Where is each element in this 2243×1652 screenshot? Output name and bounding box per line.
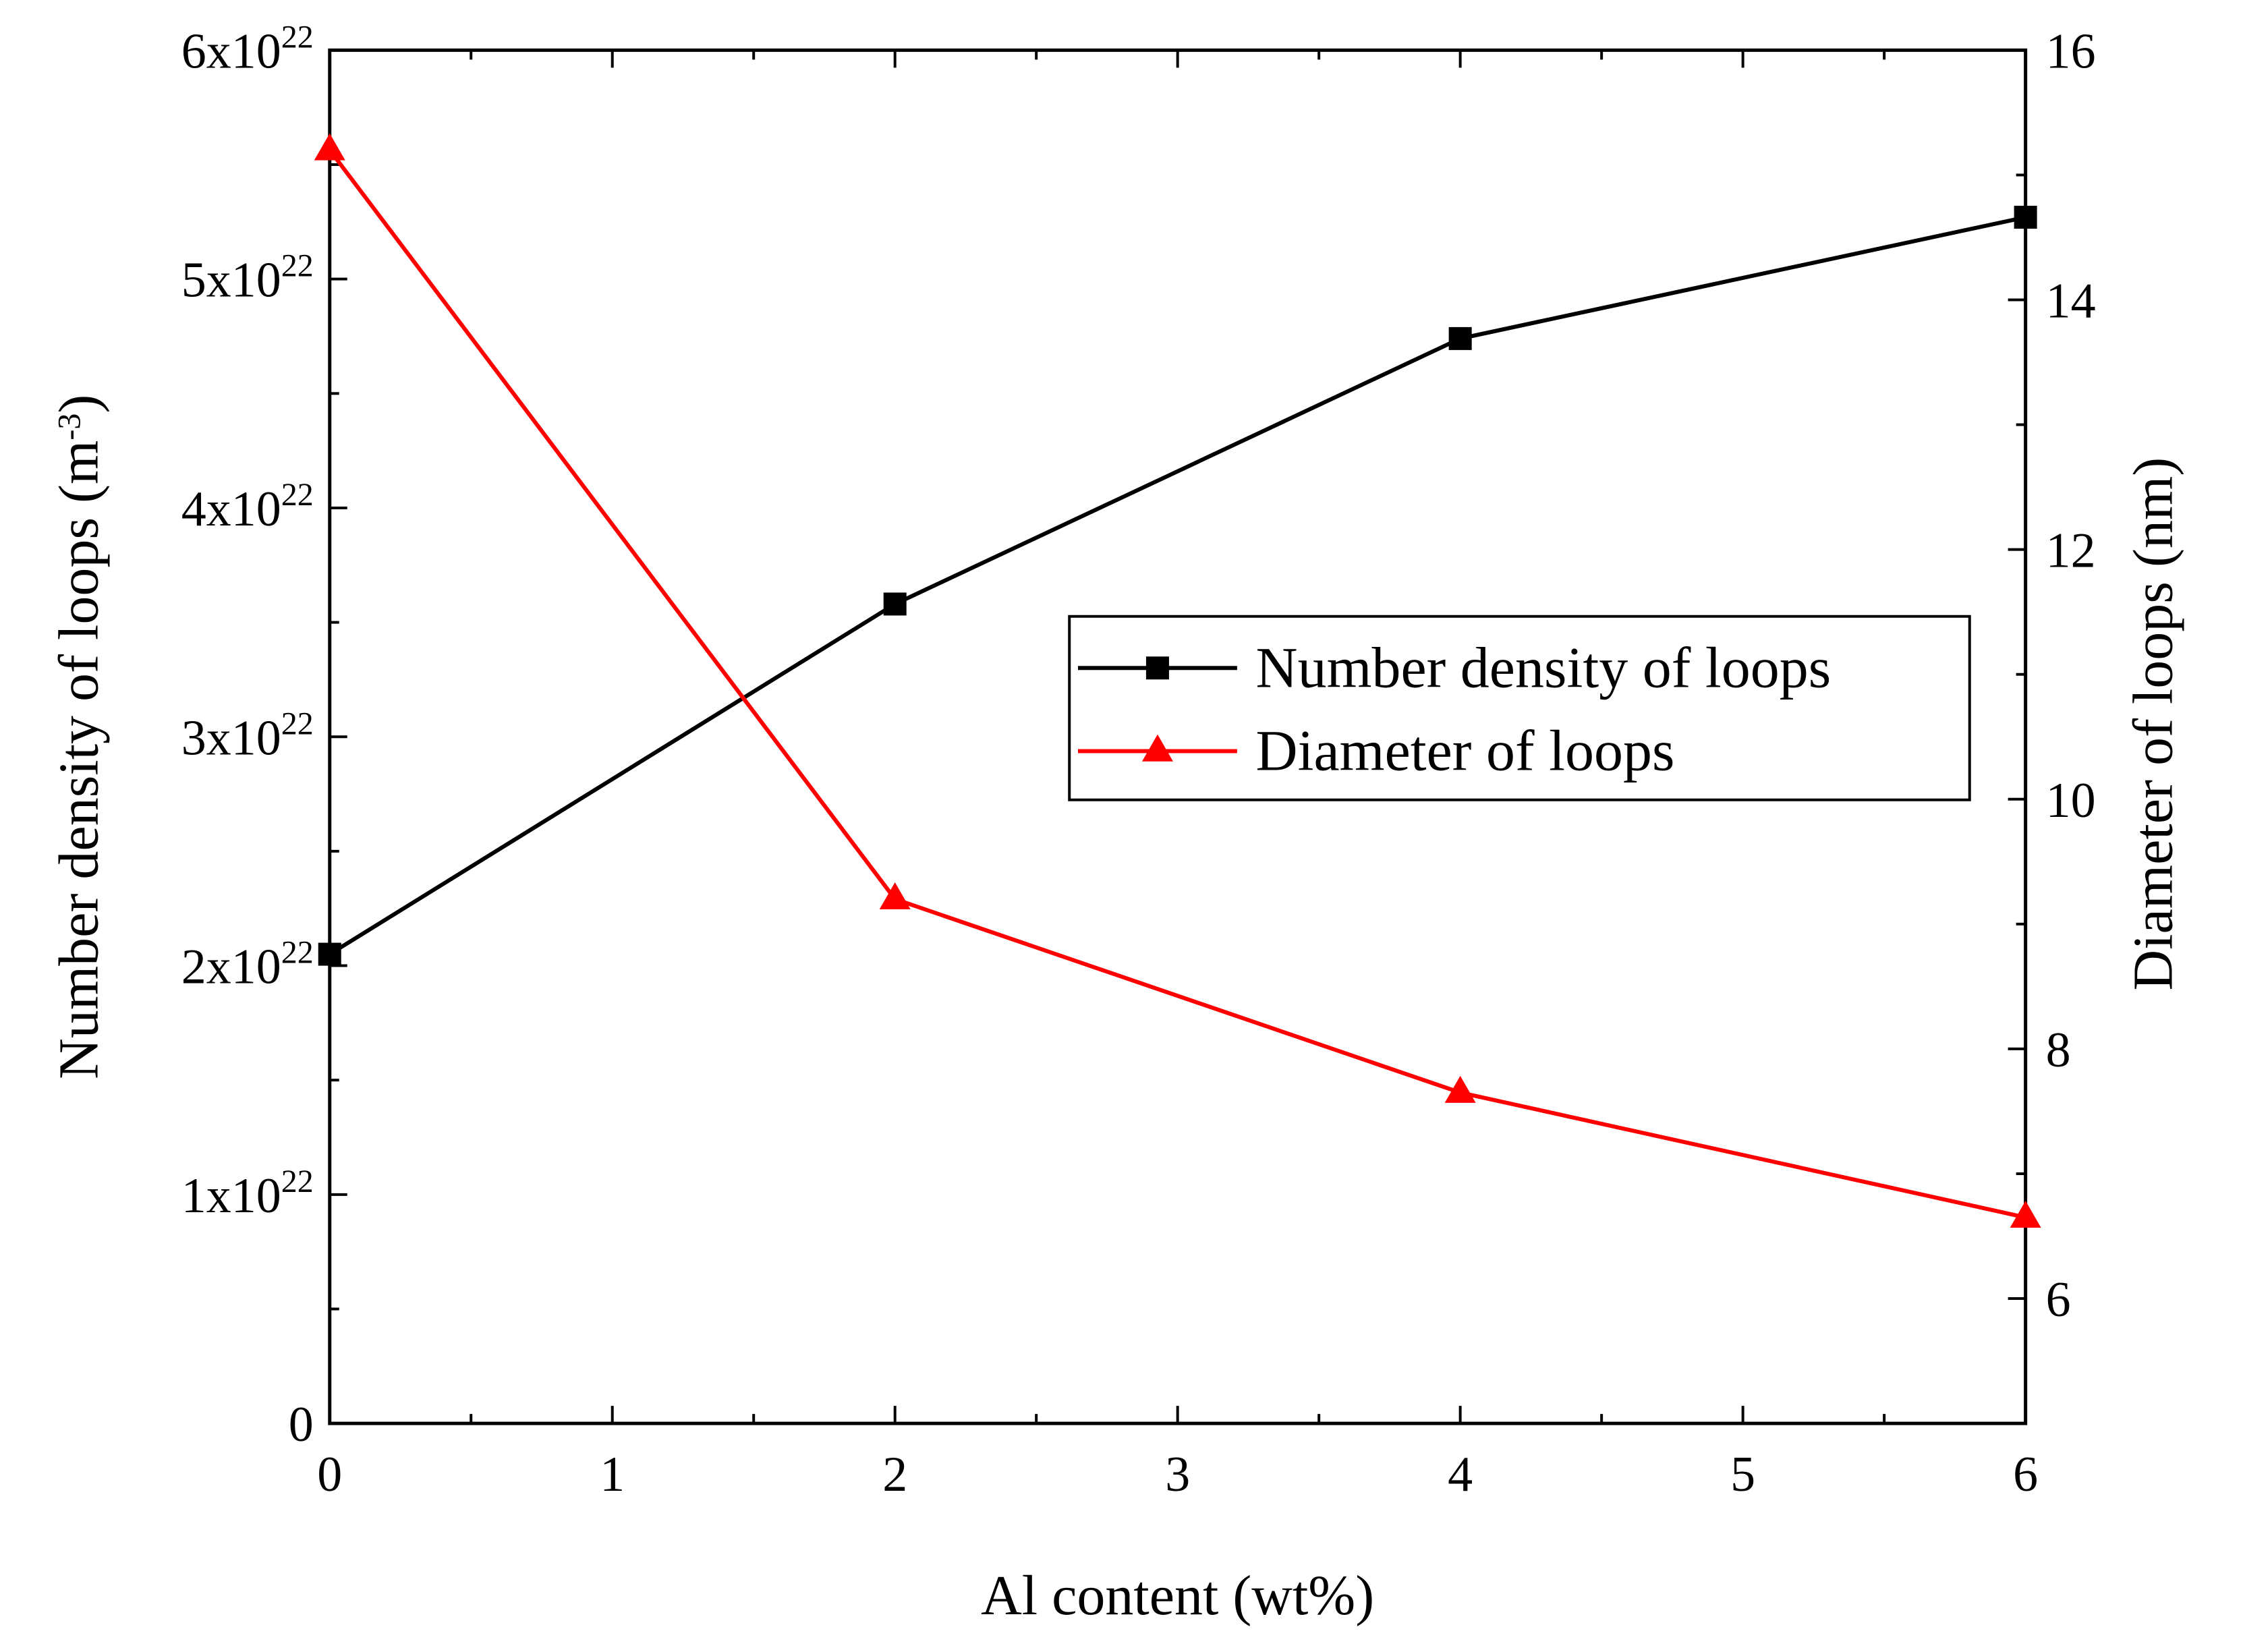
y-left-tick-label-base: 5x10 (181, 253, 281, 308)
x-tick-label: 1 (600, 1447, 625, 1502)
legend-items: Number density of loops Diameter of loops (1078, 635, 1832, 783)
y-left-tick-label: 2x1022 (181, 935, 314, 995)
y-left-tick-label-exponent: 22 (281, 19, 314, 55)
diameter-point (2010, 1200, 2041, 1228)
y-axis-right-title: Diameter of loops (nm) (2122, 457, 2184, 991)
number-density-point (318, 942, 341, 966)
y-left-tick-label: 5x1022 (181, 248, 314, 308)
x-tick-label: 6 (2013, 1447, 2038, 1502)
y-left-tick-label-exponent: 22 (281, 1164, 314, 1199)
legend: Number density of loops Diameter of loops (1068, 615, 1971, 801)
y-axis-left-title: Number density of loops (m-3) (48, 395, 111, 1079)
y-left-tick-label-base: 4x10 (181, 482, 281, 537)
y-left-tick-label-base: 1x10 (181, 1168, 281, 1224)
y-left-tick-label-base: 2x10 (181, 940, 281, 995)
y-left-tick-label: 3x1022 (181, 706, 314, 766)
y-left-tick-label-base: 3x10 (181, 710, 281, 766)
diameter-point (879, 882, 911, 910)
x-tick-label: 2 (882, 1447, 907, 1502)
diameter-series-line (328, 148, 2026, 1220)
y-left-tick-label-exponent: 22 (281, 248, 314, 284)
y-axis-left-title-superscript: -3 (51, 414, 87, 440)
number-density-point (1448, 326, 1472, 350)
y-axis-left-title-suffix: ) (48, 395, 111, 414)
y-left-tick-label: 0 (289, 1397, 314, 1452)
y-right-tick-label: 12 (2046, 523, 2096, 579)
y-left-tick-label-exponent: 22 (281, 706, 314, 741)
y-right-tick-label: 16 (2046, 24, 2096, 79)
y-left-tick-label: 1x1022 (181, 1164, 314, 1224)
x-axis-title: Al content (wt%) (981, 1564, 1374, 1627)
x-tick-label: 3 (1165, 1447, 1190, 1502)
y-left-tick-label-base: 6x10 (181, 24, 281, 79)
legend-marker-diameter (1141, 734, 1173, 762)
legend-label-number-density: Number density of loops (1256, 635, 1832, 700)
x-tick-label: 4 (1448, 1447, 1473, 1502)
y-axis-right: 6 8 10 12 14 16 (2008, 24, 2096, 1425)
x-tick-label: 0 (317, 1447, 342, 1502)
y-right-tick-label: 10 (2046, 773, 2096, 828)
diameter-point (314, 133, 345, 161)
legend-marker-number-density (1145, 656, 1169, 680)
y-right-tick-label: 14 (2046, 274, 2096, 329)
legend-label-diameter: Diameter of loops (1256, 718, 1675, 783)
y-axis-left-title-main: Number density of loops (m (48, 440, 111, 1079)
number-density-point (883, 592, 907, 616)
y-right-tick-label: 8 (2046, 1023, 2071, 1078)
y-left-tick-label-base: 0 (289, 1397, 314, 1452)
y-left-tick-label: 6x1022 (181, 19, 314, 79)
legend-box (1068, 615, 1971, 801)
x-axis: 0 1 2 3 4 5 6 (317, 50, 2038, 1502)
series-layer (314, 133, 2041, 1228)
x-tick-label: 5 (1730, 1447, 1755, 1502)
y-left-tick-label: 4x1022 (181, 477, 314, 537)
number-density-series-line (329, 215, 2026, 957)
number-density-point (2014, 206, 2037, 229)
diameter-point (1444, 1075, 1476, 1103)
y-right-tick-label: 6 (2046, 1272, 2071, 1328)
y-left-tick-label-exponent: 22 (281, 477, 314, 513)
y-left-tick-label-exponent: 22 (281, 935, 314, 971)
